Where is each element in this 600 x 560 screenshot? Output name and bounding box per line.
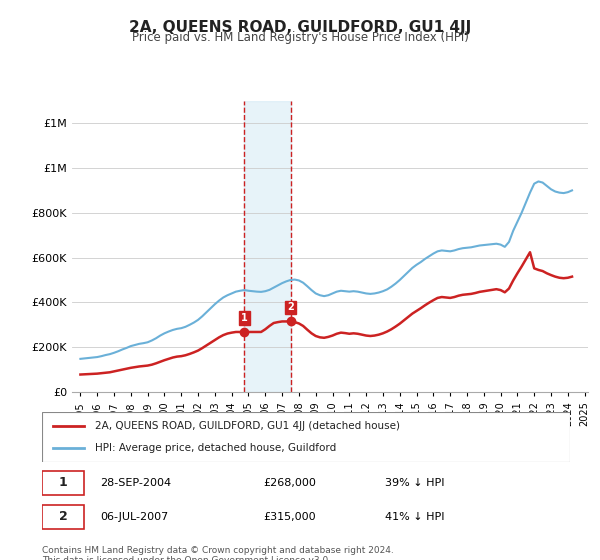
Text: £268,000: £268,000	[264, 478, 317, 488]
Text: 2: 2	[59, 510, 67, 523]
Text: 28-SEP-2004: 28-SEP-2004	[100, 478, 171, 488]
FancyBboxPatch shape	[42, 471, 84, 495]
Text: 39% ↓ HPI: 39% ↓ HPI	[385, 478, 445, 488]
Text: 2A, QUEENS ROAD, GUILDFORD, GU1 4JJ (detached house): 2A, QUEENS ROAD, GUILDFORD, GU1 4JJ (det…	[95, 421, 400, 431]
Text: HPI: Average price, detached house, Guildford: HPI: Average price, detached house, Guil…	[95, 443, 336, 453]
Text: 2A, QUEENS ROAD, GUILDFORD, GU1 4JJ: 2A, QUEENS ROAD, GUILDFORD, GU1 4JJ	[129, 20, 471, 35]
Text: Contains HM Land Registry data © Crown copyright and database right 2024.
This d: Contains HM Land Registry data © Crown c…	[42, 546, 394, 560]
Text: 2: 2	[287, 302, 294, 312]
Text: 41% ↓ HPI: 41% ↓ HPI	[385, 512, 445, 521]
Text: 1: 1	[241, 313, 248, 323]
Text: 1: 1	[59, 477, 67, 489]
FancyBboxPatch shape	[42, 412, 570, 462]
Text: 06-JUL-2007: 06-JUL-2007	[100, 512, 169, 521]
FancyBboxPatch shape	[42, 505, 84, 529]
Text: Price paid vs. HM Land Registry's House Price Index (HPI): Price paid vs. HM Land Registry's House …	[131, 31, 469, 44]
Text: £315,000: £315,000	[264, 512, 316, 521]
Bar	[244, 101, 290, 392]
